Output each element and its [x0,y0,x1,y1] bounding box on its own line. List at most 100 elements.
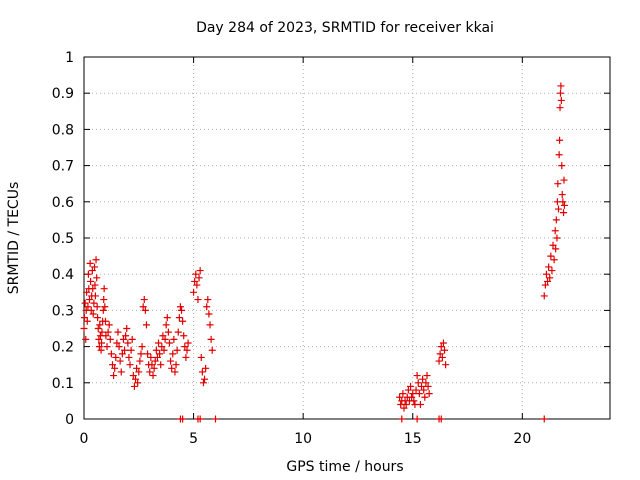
data-point [180,332,188,340]
data-point [551,227,559,235]
data-point [108,361,116,369]
data-point [554,180,562,188]
y-tick-label: 1 [65,50,74,66]
x-tick-label: 0 [80,431,89,447]
data-point [438,353,446,361]
data-point [423,372,431,380]
data-point [80,314,88,322]
data-point [558,162,566,170]
data-point [107,350,115,358]
data-point [160,346,168,354]
plot-frame [83,56,611,420]
data-point [91,292,99,300]
data-point [95,335,103,343]
data-point [554,205,562,213]
data-point [202,364,210,372]
grid [84,57,610,419]
data-point [98,339,106,347]
data-point [84,303,92,311]
data-point [130,382,138,390]
data-point [413,415,421,423]
data-point [396,393,404,401]
data-point [207,335,215,343]
x-tick-label: 20 [513,431,531,447]
data-point [82,335,90,343]
y-tick-label: 0.9 [52,86,74,102]
data-point [99,306,107,314]
data-point [129,372,137,380]
data-point [94,314,102,322]
data-point [91,263,99,271]
data-point [199,379,207,387]
data-point [127,346,135,354]
data-point [116,357,124,365]
data-point [162,321,170,329]
data-point [122,332,130,340]
data-point [555,151,563,159]
x-tick-label: 10 [294,431,312,447]
data-point [124,339,132,347]
data-point [407,382,415,390]
data-point [544,277,552,285]
data-point [400,404,408,412]
data-point [415,390,423,398]
data-point [147,353,155,361]
data-point [552,216,560,224]
x-tick-label: 15 [404,431,422,447]
data-point [182,353,190,361]
data-point [541,281,549,289]
data-point [161,335,169,343]
data-point [89,285,97,293]
data-point [110,372,118,380]
data-point [141,306,149,314]
data-point [191,277,199,285]
data-point [558,191,566,199]
data-point [547,252,555,260]
data-point [126,361,134,369]
data-point [203,303,211,311]
data-point [175,314,183,322]
data-point [408,393,416,401]
data-point [163,314,171,322]
data-point [142,321,150,329]
data-point [421,393,429,401]
data-point [425,390,433,398]
data-point [174,328,182,336]
data-point [112,353,120,361]
data-point [422,379,430,387]
data-point [85,296,93,304]
data-point [100,296,108,304]
data-point [89,310,97,318]
data-point [206,321,214,329]
data-point [557,82,565,90]
data-point [559,198,567,206]
data-point [560,176,568,184]
y-tick-label: 0.8 [52,122,74,138]
y-tick-label: 0.5 [52,231,74,247]
data-point [439,339,447,347]
data-point [548,267,556,275]
tick-labels: 00.10.20.30.40.50.60.70.80.910 5 10 15 20 [52,50,532,447]
data-point [190,288,198,296]
data-point [135,368,143,376]
data-points [80,82,568,423]
data-point [198,368,206,376]
data-point [170,335,178,343]
data-point [119,335,127,343]
data-point [118,350,126,358]
data-point [81,299,89,307]
data-point [155,339,163,347]
data-point [95,343,103,351]
data-point [151,357,159,365]
data-point [201,375,209,383]
data-point [111,364,119,372]
data-point [419,375,427,383]
y-tick-label: 0.7 [52,159,74,175]
data-point [93,274,101,282]
data-point [437,415,445,423]
chart-title: Day 284 of 2023, SRMTID for receiver kka… [196,20,494,36]
data-point [193,281,201,289]
data-point [205,310,213,318]
data-point [125,353,133,361]
